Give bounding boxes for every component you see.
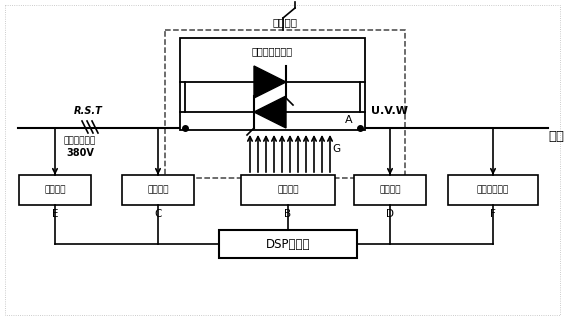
Text: C: C (154, 209, 162, 219)
Text: U.V.W: U.V.W (372, 106, 408, 116)
Text: R.S.T: R.S.T (73, 106, 102, 116)
Text: F: F (490, 209, 496, 219)
Text: B: B (284, 209, 292, 219)
Bar (19, 175, 91, 205)
Bar (122, 175, 194, 205)
Text: 同步信号: 同步信号 (44, 186, 66, 194)
Text: 三相交流电源: 三相交流电源 (64, 136, 96, 145)
Bar (448, 175, 538, 205)
Bar (354, 175, 426, 205)
Text: 电机: 电机 (548, 130, 564, 143)
Text: D: D (386, 209, 394, 219)
Text: 380V: 380V (66, 148, 94, 158)
Text: 电流采样: 电流采样 (379, 186, 401, 194)
Text: A: A (345, 115, 353, 125)
Text: E: E (52, 209, 58, 219)
Text: 电压采样: 电压采样 (147, 186, 169, 194)
Bar (180, 38, 365, 130)
Polygon shape (254, 66, 286, 98)
Text: 旁路开关: 旁路开关 (272, 17, 298, 27)
Text: G: G (332, 144, 340, 153)
Text: 驱动电路: 驱动电路 (277, 186, 299, 194)
Text: DSP控制器: DSP控制器 (266, 238, 310, 251)
Text: 五组可控硅模块: 五组可控硅模块 (252, 46, 293, 56)
Bar (241, 175, 335, 205)
Bar (219, 230, 357, 258)
Bar (165, 30, 405, 178)
Polygon shape (254, 96, 286, 128)
Text: 电流过零检测: 电流过零检测 (477, 186, 509, 194)
